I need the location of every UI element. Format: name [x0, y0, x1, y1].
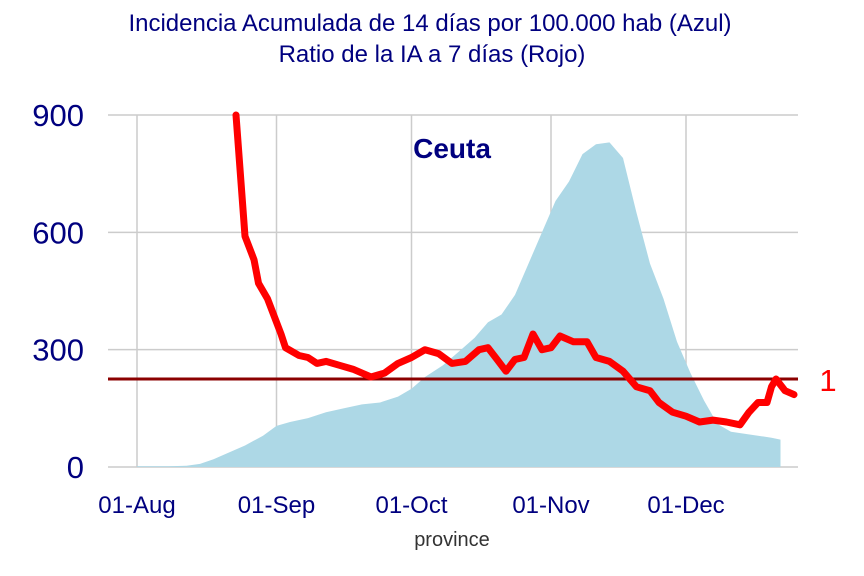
y-tick-label: 600 [32, 215, 84, 250]
x-axis-label: province [414, 529, 490, 551]
x-tick-label: 01-Sep [238, 492, 315, 519]
x-tick-label: 01-Aug [98, 492, 175, 519]
tick-labels: 0 300 600 900 01-Aug 01-Sep 01-Oct 01-Nov 01-Dec [32, 98, 724, 519]
x-tick-label: 01-Oct [375, 492, 447, 519]
y-tick-label: 0 [67, 450, 84, 485]
chart-title: Incidencia Acumulada de 14 días por 100.… [128, 10, 731, 37]
incidence-area-layer [137, 142, 781, 467]
ratio-line [232, 111, 798, 429]
ratio-line-layer [232, 111, 798, 429]
x-tick-label: 01-Dec [647, 492, 724, 519]
reference-line-layer: 1 [108, 363, 837, 398]
panel-label: Ceuta [413, 133, 491, 164]
chart-subtitle: Ratio de la IA a 7 días (Rojo) [279, 41, 586, 68]
reference-line-label: 1 [819, 363, 836, 398]
y-tick-label: 900 [32, 98, 84, 133]
incidence-area [137, 142, 781, 467]
x-tick-label: 01-Nov [512, 492, 589, 519]
y-tick-label: 300 [32, 333, 84, 368]
